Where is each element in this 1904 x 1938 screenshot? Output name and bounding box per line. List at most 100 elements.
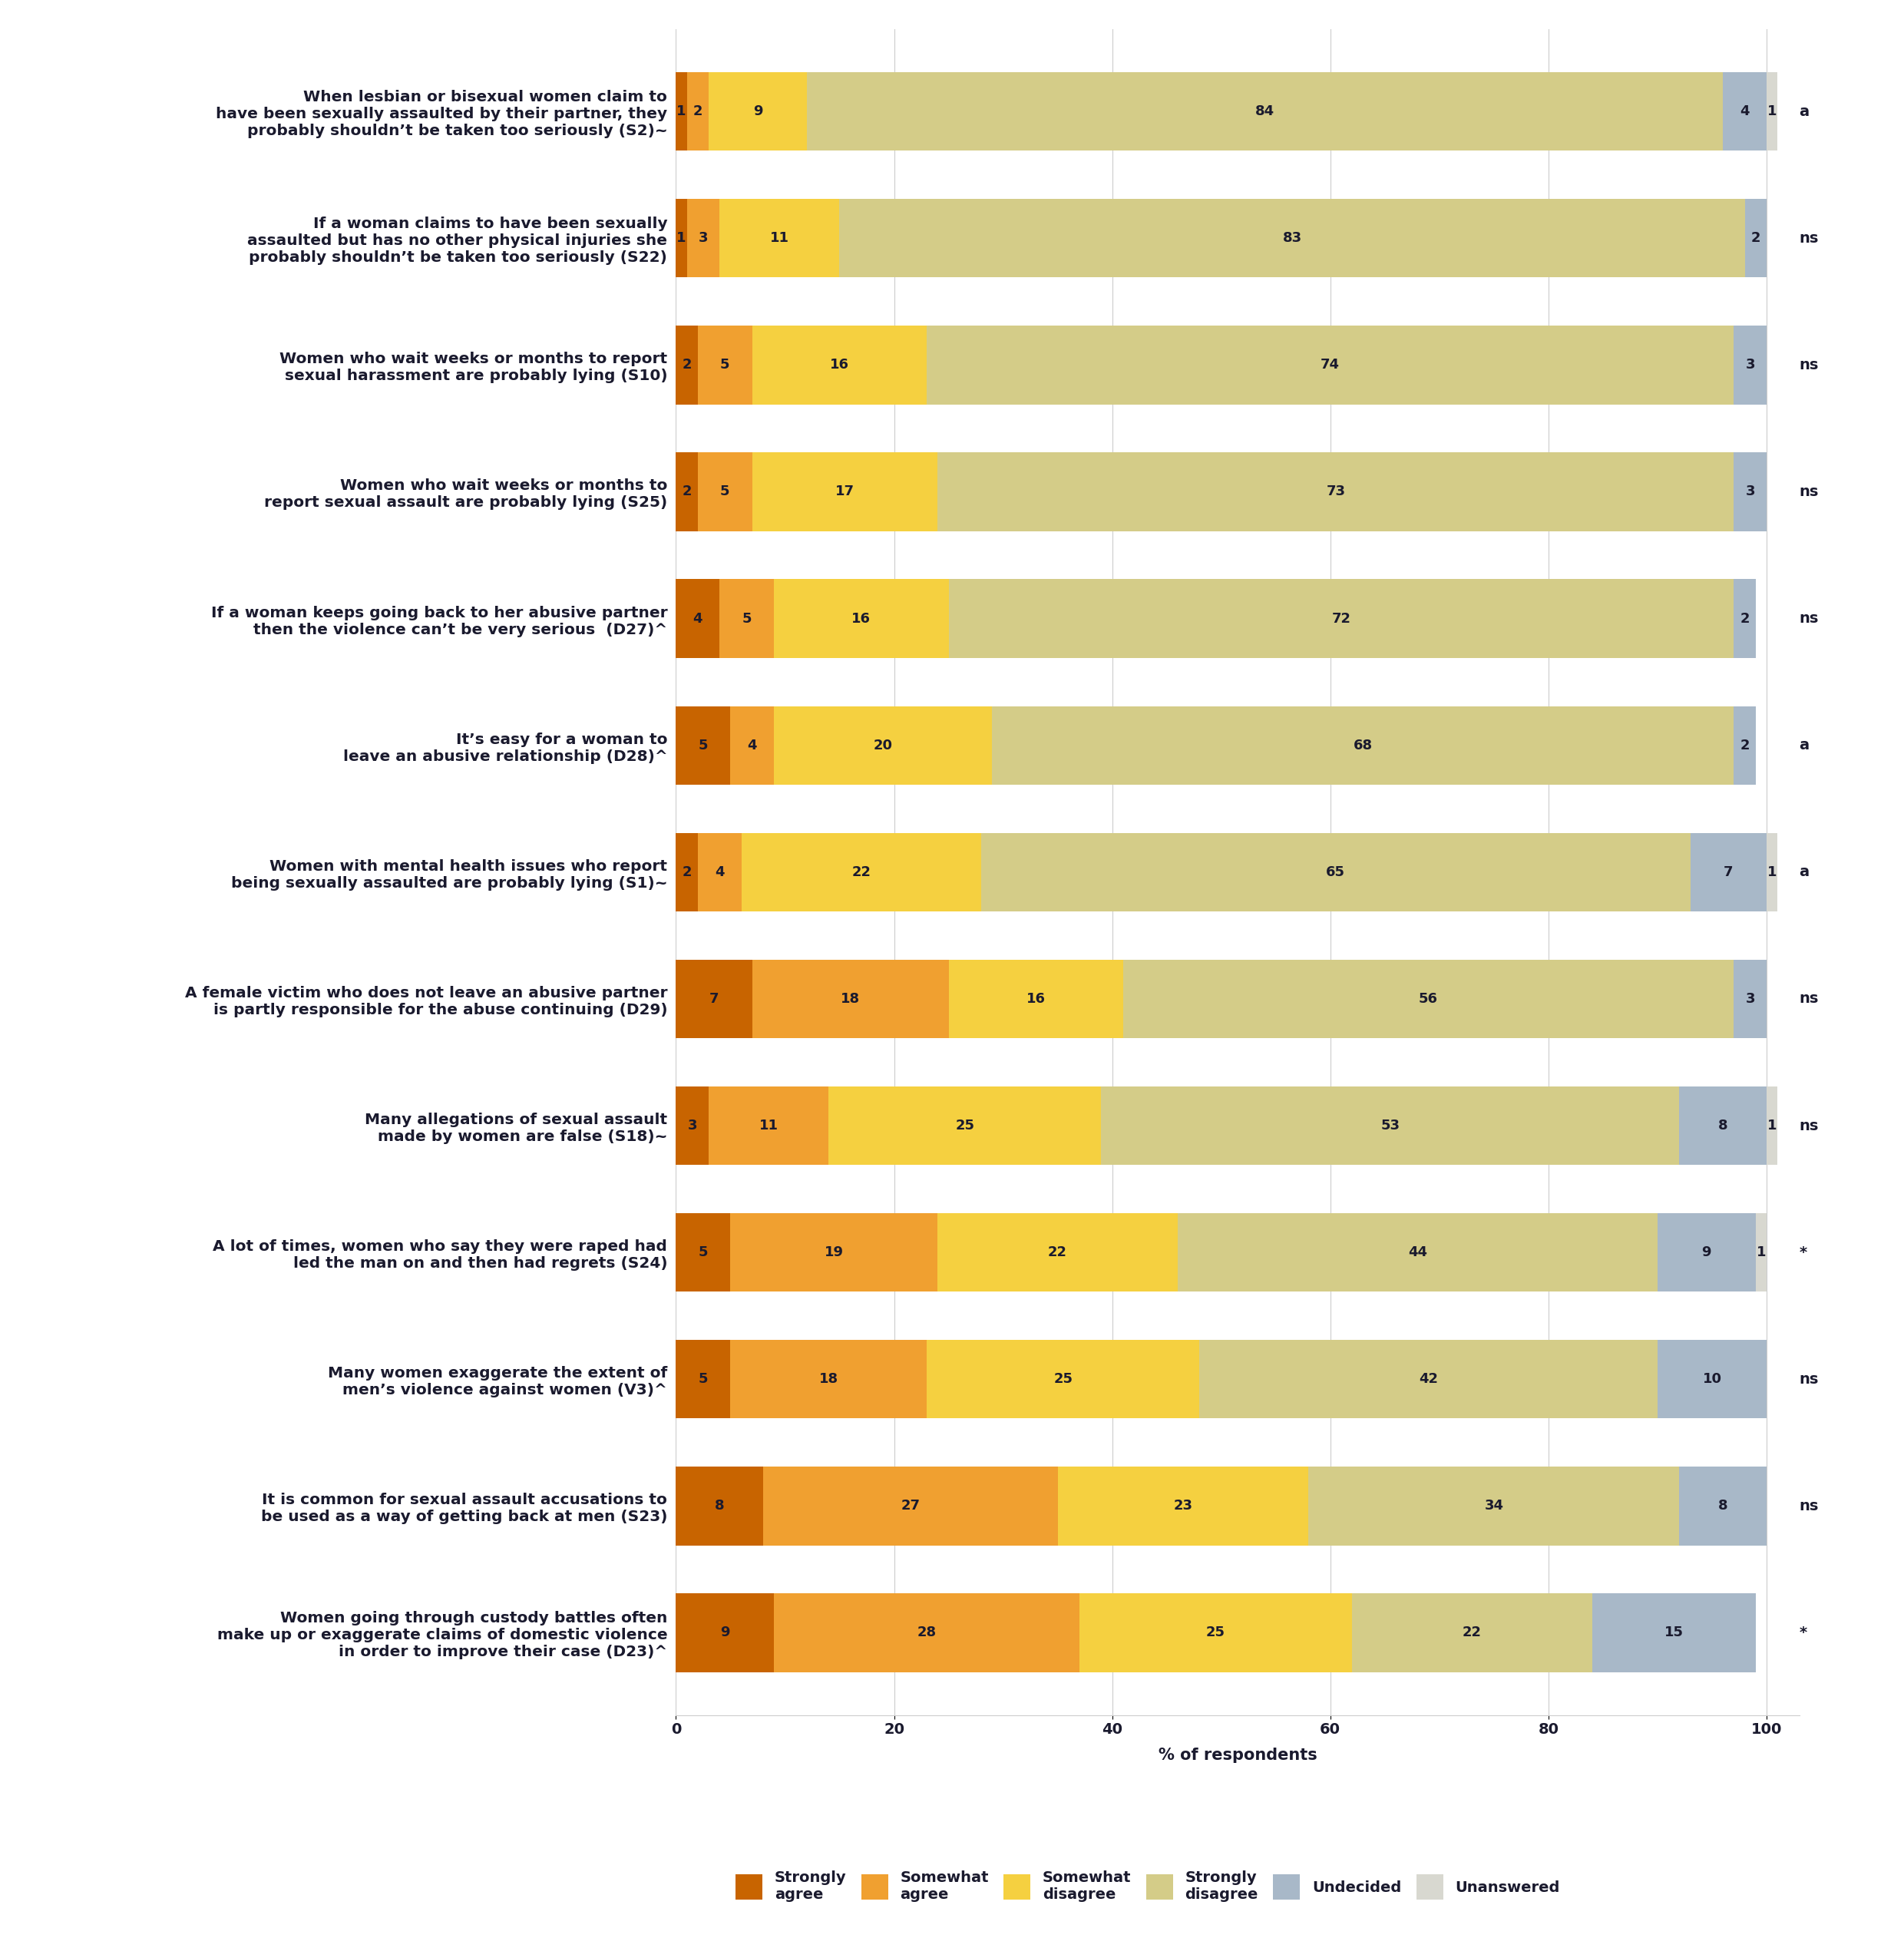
Text: ns: ns <box>1799 610 1818 626</box>
Bar <box>731 1339 927 1419</box>
Text: 5: 5 <box>699 1246 708 1260</box>
Text: 1: 1 <box>676 231 685 244</box>
Bar <box>752 452 937 531</box>
Bar <box>937 452 1735 531</box>
Text: ns: ns <box>1799 992 1818 1006</box>
Bar <box>720 200 840 277</box>
Text: a: a <box>1799 105 1809 118</box>
Text: 7: 7 <box>1723 864 1733 880</box>
Bar <box>1767 72 1778 151</box>
Text: 1: 1 <box>1767 1118 1776 1132</box>
Bar <box>1658 1339 1767 1419</box>
Text: 28: 28 <box>918 1626 937 1640</box>
Text: 16: 16 <box>851 612 870 626</box>
Bar <box>676 1593 775 1672</box>
Text: 8: 8 <box>714 1500 724 1514</box>
Bar <box>752 326 927 405</box>
Bar <box>1177 1213 1658 1293</box>
Bar <box>731 705 775 785</box>
Bar <box>828 1087 1101 1165</box>
Legend: Strongly
agree, Somewhat
agree, Somewhat
disagree, Strongly
disagree, Undecided,: Strongly agree, Somewhat agree, Somewhat… <box>735 1870 1559 1901</box>
Text: ns: ns <box>1799 359 1818 372</box>
Bar <box>1723 72 1767 151</box>
Bar <box>1101 1087 1679 1165</box>
Bar <box>1735 452 1767 531</box>
Text: 2: 2 <box>1740 612 1750 626</box>
Bar <box>676 833 697 911</box>
Bar <box>981 833 1691 911</box>
Text: 11: 11 <box>760 1118 779 1132</box>
Bar <box>720 579 775 657</box>
Text: 74: 74 <box>1321 359 1340 372</box>
Text: 68: 68 <box>1354 738 1373 752</box>
Bar <box>1691 833 1767 911</box>
Text: 22: 22 <box>1462 1626 1481 1640</box>
Text: *: * <box>1799 1244 1807 1260</box>
Text: 84: 84 <box>1255 105 1274 118</box>
Text: 53: 53 <box>1380 1118 1399 1132</box>
Text: a: a <box>1799 738 1809 752</box>
Text: *: * <box>1799 1626 1807 1640</box>
Bar <box>676 1087 708 1165</box>
Bar <box>840 200 1744 277</box>
Text: a: a <box>1799 864 1809 880</box>
Text: ns: ns <box>1799 231 1818 246</box>
Bar <box>687 200 720 277</box>
Bar <box>1679 1467 1767 1545</box>
Text: 2: 2 <box>1740 738 1750 752</box>
Text: 3: 3 <box>1746 992 1755 1006</box>
Bar <box>676 1339 731 1419</box>
Text: 1: 1 <box>1767 105 1776 118</box>
Bar <box>752 959 948 1039</box>
Bar <box>687 72 708 151</box>
Bar <box>1735 326 1767 405</box>
Bar <box>697 452 752 531</box>
Text: ns: ns <box>1799 1372 1818 1386</box>
Text: 2: 2 <box>682 485 691 498</box>
Text: ns: ns <box>1799 1498 1818 1514</box>
Bar <box>1080 1593 1352 1672</box>
Bar <box>764 1467 1057 1545</box>
Bar <box>708 1087 828 1165</box>
Text: 3: 3 <box>1746 359 1755 372</box>
Bar <box>676 1213 731 1293</box>
Text: 18: 18 <box>819 1372 838 1386</box>
Bar <box>927 326 1735 405</box>
Text: 22: 22 <box>851 864 870 880</box>
Bar <box>676 705 731 785</box>
Text: 42: 42 <box>1418 1372 1438 1386</box>
Text: 1: 1 <box>1755 1246 1765 1260</box>
Text: 2: 2 <box>682 359 691 372</box>
Text: 23: 23 <box>1173 1500 1192 1514</box>
Text: 65: 65 <box>1327 864 1346 880</box>
Bar <box>1744 200 1767 277</box>
Bar <box>741 833 981 911</box>
Bar <box>676 959 752 1039</box>
Text: 3: 3 <box>687 1118 697 1132</box>
Bar <box>1592 1593 1755 1672</box>
Text: 9: 9 <box>1702 1246 1712 1260</box>
Bar <box>676 452 697 531</box>
Bar <box>676 200 687 277</box>
Text: 2: 2 <box>1752 231 1761 244</box>
Bar <box>708 72 807 151</box>
Bar <box>1767 1087 1778 1165</box>
Text: 4: 4 <box>714 864 724 880</box>
Bar <box>676 326 697 405</box>
Text: 44: 44 <box>1407 1246 1428 1260</box>
Bar <box>948 579 1735 657</box>
Text: 3: 3 <box>699 231 708 244</box>
Bar <box>1057 1467 1308 1545</box>
Text: 5: 5 <box>720 485 729 498</box>
Text: 83: 83 <box>1283 231 1302 244</box>
Bar <box>697 833 741 911</box>
Text: 4: 4 <box>748 738 758 752</box>
Bar <box>1352 1593 1592 1672</box>
Text: 2: 2 <box>693 105 703 118</box>
Bar <box>676 72 687 151</box>
Text: 34: 34 <box>1485 1500 1504 1514</box>
Text: 3: 3 <box>1746 485 1755 498</box>
Text: 4: 4 <box>1740 105 1750 118</box>
Bar <box>1123 959 1735 1039</box>
Text: 9: 9 <box>720 1626 729 1640</box>
